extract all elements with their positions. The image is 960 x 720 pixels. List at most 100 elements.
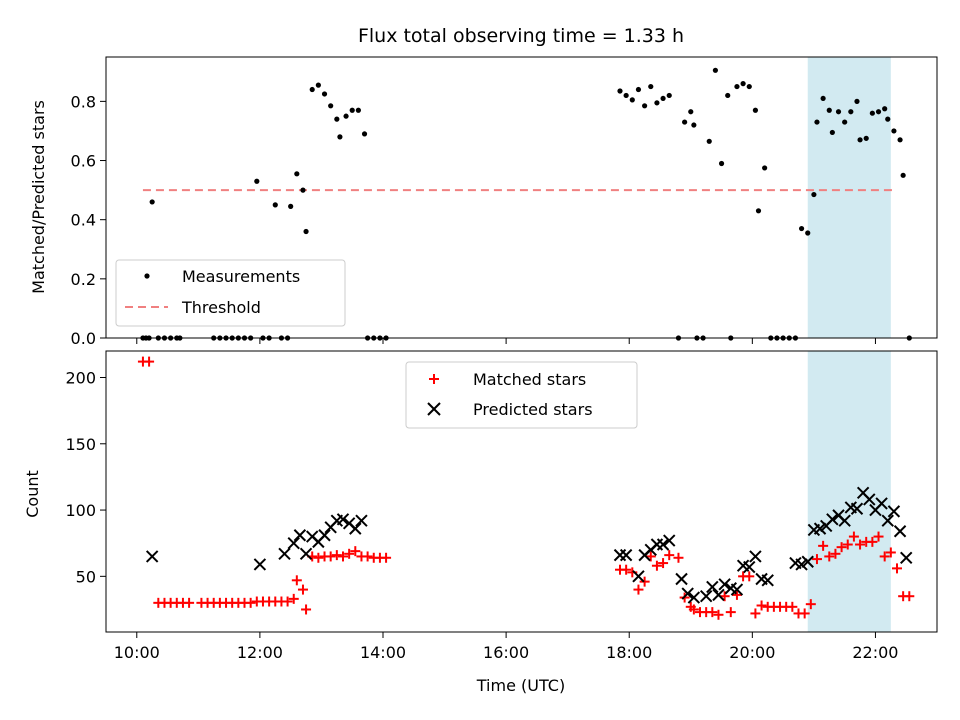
top-highlight-span: [807, 57, 891, 338]
measurement-point: [623, 92, 629, 99]
y-tick-label: 100: [65, 501, 96, 520]
predicted-star-point: [349, 522, 362, 535]
matched-star-point: [633, 584, 644, 595]
measurement-point: [629, 97, 635, 103]
measurement-point: [315, 82, 321, 88]
top-legend: Measurements Threshold: [115, 259, 346, 327]
measurement-point: [734, 83, 740, 90]
matched-star-point: [836, 542, 847, 553]
predicted-star-point: [743, 560, 756, 574]
matched-star-point: [639, 576, 650, 587]
matched-star-point: [331, 550, 342, 561]
measurement-point: [718, 160, 725, 167]
matched-star-point: [288, 593, 299, 604]
predicted-star-point: [863, 493, 876, 506]
y-tick-label: 0.4: [71, 211, 96, 230]
matched-star-point: [725, 607, 736, 618]
measurement-point: [746, 83, 752, 90]
measurement-point: [642, 103, 648, 109]
legend-matched-label: Matched stars: [473, 370, 586, 389]
measurement-point: [762, 165, 768, 171]
measurement-point: [752, 107, 759, 113]
matched-star-point: [750, 608, 761, 619]
predicted-star-point: [613, 548, 627, 562]
legend-measurements-label: Measurements: [182, 267, 300, 286]
predicted-star-point: [706, 580, 719, 594]
y-tick-label: 0.0: [71, 329, 96, 348]
measurement-point: [875, 109, 882, 115]
measurement-point: [755, 208, 762, 214]
predicted-star-point: [656, 538, 670, 551]
measurement-point: [848, 109, 854, 115]
predicted-star-point: [145, 550, 159, 563]
predicted-star-point: [681, 587, 694, 600]
matched-star-point: [904, 591, 915, 602]
bottom-y-axis-label: Count: [23, 470, 42, 518]
predicted-star-point: [900, 551, 913, 564]
x-tick-label: 14:00: [360, 643, 406, 662]
measurement-point: [309, 86, 315, 93]
y-tick-label: 0.2: [71, 270, 96, 289]
predicted-star-point: [826, 513, 839, 526]
top-x-ticks: [136, 338, 876, 344]
matched-star-point: [756, 600, 767, 611]
y-tick-label: 0.6: [71, 152, 96, 171]
bottom-legend: Matched stars Predicted stars: [405, 361, 638, 429]
measurement-point: [814, 119, 820, 125]
x-tick-label: 18:00: [606, 643, 652, 662]
measurement-point: [740, 81, 746, 87]
matched-star-point: [337, 551, 348, 562]
y-tick-label: 0.8: [71, 92, 96, 111]
matched-star-point: [891, 563, 902, 574]
predicted-star-point: [801, 555, 814, 568]
matched-star-point: [867, 536, 878, 547]
x-tick-label: 16:00: [483, 643, 529, 662]
predicted-star-point: [687, 591, 701, 604]
measurement-point: [300, 187, 306, 193]
measurement-point: [272, 202, 278, 208]
matched-star-point: [350, 546, 361, 557]
matched-star-point: [787, 601, 798, 612]
top-y-ticks: 0.0 0.2 0.4 0.6 0.8: [71, 92, 106, 348]
measurement-point: [321, 91, 328, 97]
measurement-point: [688, 109, 694, 115]
measurement-point: [149, 199, 155, 205]
matched-star-point: [818, 540, 829, 551]
matched-star-point: [144, 356, 155, 367]
predicted-star-point: [761, 574, 774, 587]
matched-star-point: [744, 571, 755, 582]
predicted-star-point: [293, 529, 307, 542]
matched-star-point: [799, 608, 810, 619]
measurement-point: [863, 135, 869, 141]
y-tick-label: 200: [65, 369, 96, 388]
matched-star-point: [184, 597, 195, 608]
matched-star-point: [855, 539, 866, 550]
matched-star-point: [713, 609, 724, 620]
bottom-axes-frame: [105, 350, 938, 633]
predicted-star-point: [336, 513, 350, 526]
predicted-star-point: [850, 502, 864, 515]
predicted-star-point: [632, 570, 645, 583]
measurement-point: [857, 137, 863, 143]
matched-star-point: [245, 597, 256, 608]
legend-predicted-label: Predicted stars: [473, 400, 593, 419]
matched-star-point: [842, 539, 853, 550]
top-plot-panel: 0.00.20.40.60.8 Matched/Predicted stars …: [29, 56, 938, 348]
matched-star-point: [658, 558, 669, 569]
top-y-axis-label: Matched/Predicted stars: [29, 100, 48, 294]
measurement-point: [835, 109, 842, 115]
measurement-point: [842, 119, 848, 125]
measurement-point: [635, 86, 642, 93]
matched-star-point: [673, 552, 684, 563]
measurement-point: [294, 171, 300, 177]
matched-star-point: [848, 531, 859, 542]
legend-matched-marker: [429, 374, 439, 384]
predicted-star-point: [287, 536, 300, 550]
bottom-x-ticks: 10:00 12:00 14:00 16:00 18:00 20:00 22:00: [114, 632, 898, 662]
bottom-y-ticks: 50 100 150 200: [65, 369, 106, 586]
predicted-star-point: [887, 505, 901, 518]
predicted-star-point: [749, 550, 762, 563]
predicted-star-point: [712, 588, 725, 602]
measurement-point: [854, 98, 860, 104]
